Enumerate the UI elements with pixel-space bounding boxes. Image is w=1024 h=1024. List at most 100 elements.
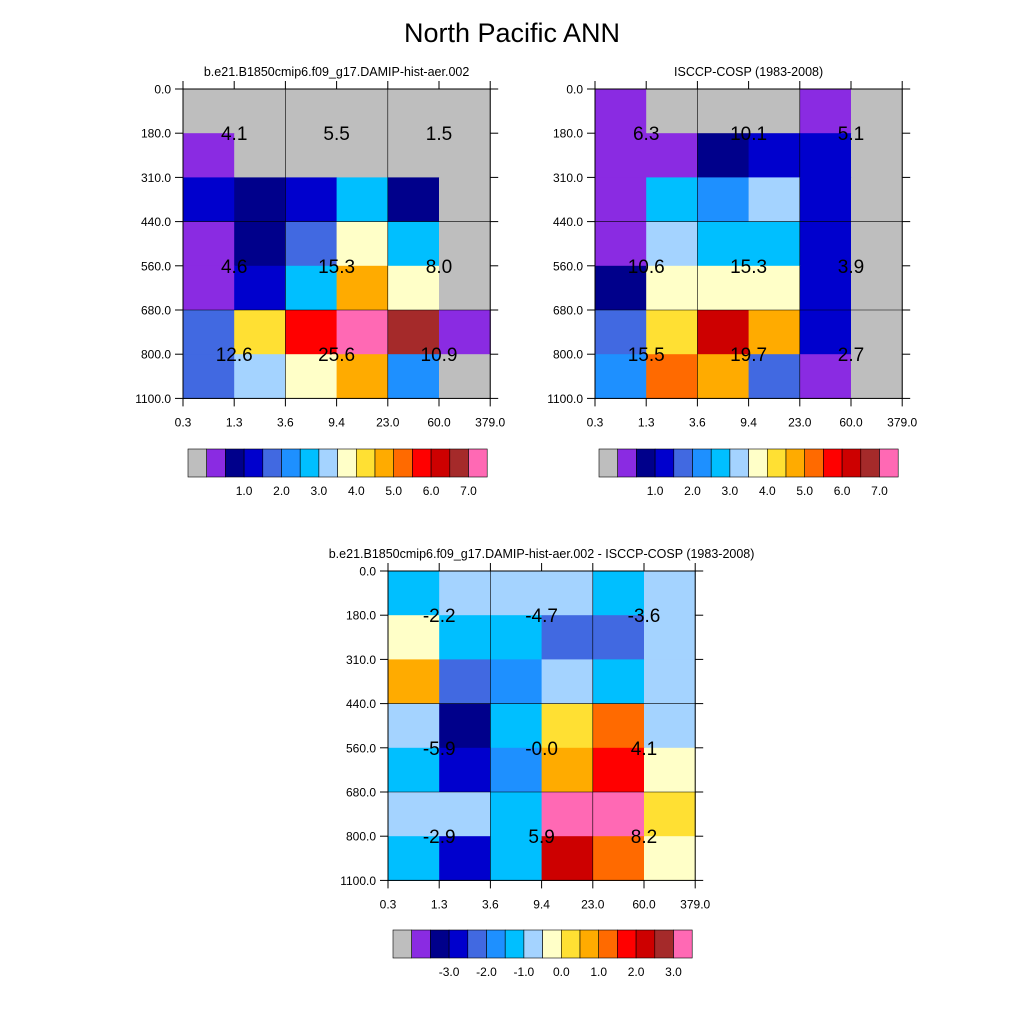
colorbar-box — [766, 448, 787, 478]
panel-subtitle: ISCCP-COSP (1983-2008) — [674, 65, 823, 79]
x-tick-label: 379.0 — [887, 415, 917, 429]
data-label: 3.9 — [838, 257, 864, 278]
data-label: 10.1 — [730, 124, 767, 145]
heatmap-cell — [644, 659, 696, 705]
y-tick-label: 800.0 — [141, 348, 171, 362]
y-tick-label: 310.0 — [553, 171, 583, 185]
colorbar-label: 1.0 — [236, 484, 253, 498]
heatmap-cell — [541, 792, 594, 837]
heatmap-cell — [644, 571, 696, 616]
heatmap-cell — [799, 177, 852, 223]
data-label: -2.9 — [423, 827, 456, 848]
y-tick-label: 1100.0 — [135, 392, 171, 406]
heatmap-cell — [541, 703, 594, 749]
heatmap-cell — [234, 354, 286, 399]
heatmap-cell — [592, 747, 645, 793]
colorbar-box — [337, 448, 357, 478]
colorbar-box — [523, 929, 543, 959]
heatmap-cell — [541, 747, 594, 793]
x-tick-label: 1.3 — [431, 897, 448, 911]
data-label: 8.0 — [426, 257, 452, 278]
heatmap-cell — [748, 354, 801, 399]
x-tick-label: 23.0 — [581, 897, 605, 911]
colorbar-box — [692, 448, 712, 478]
heatmap-cell — [439, 265, 491, 311]
data-label: 5.1 — [838, 124, 864, 145]
x-tick-label: 3.6 — [482, 897, 499, 911]
y-tick-label: 560.0 — [553, 259, 583, 273]
x-tick-label: 379.0 — [475, 415, 505, 429]
heatmap-cell — [387, 133, 440, 178]
x-tick-label: 379.0 — [680, 897, 710, 911]
heatmap-cell — [285, 221, 338, 267]
data-label: 5.9 — [528, 827, 554, 848]
heatmap-cell — [285, 265, 338, 311]
heatmap-cell — [697, 354, 750, 399]
heatmap-cell — [851, 177, 903, 223]
data-label: -3.6 — [628, 606, 661, 627]
heatmap-cell — [748, 177, 801, 223]
y-tick-label: 310.0 — [141, 171, 171, 185]
colorbar-box — [823, 448, 843, 478]
heatmap-cell — [439, 703, 491, 749]
y-tick-label: 0.0 — [359, 565, 376, 579]
colorbar-box — [617, 929, 637, 959]
heatmap-cell — [697, 177, 750, 223]
panel-difference: b.e21.B1850cmip6.f09_g17.DAMIP-hist-aer.… — [329, 547, 755, 979]
heatmap-cell — [336, 354, 389, 399]
colorbar-box — [318, 448, 338, 478]
heatmap-cell — [387, 354, 440, 399]
x-tick-label: 0.3 — [175, 415, 192, 429]
y-tick-label: 440.0 — [553, 215, 583, 229]
x-tick-label: 9.4 — [328, 415, 345, 429]
heatmap-cell — [748, 89, 801, 134]
colorbar-box — [281, 448, 301, 478]
panel-subtitle: b.e21.B1850cmip6.f09_g17.DAMIP-hist-aer.… — [204, 65, 469, 79]
x-tick-label: 9.4 — [533, 897, 550, 911]
y-tick-label: 680.0 — [346, 786, 376, 800]
heatmap-cell — [646, 89, 698, 134]
colorbar-label: 2.0 — [273, 484, 290, 498]
y-tick-label: 800.0 — [346, 830, 376, 844]
colorbar-label: -3.0 — [439, 965, 460, 979]
x-tick-label: 3.6 — [689, 415, 706, 429]
data-label: 15.5 — [628, 345, 665, 366]
heatmap-cell — [541, 571, 594, 616]
heatmap-cell — [592, 615, 645, 660]
heatmap-cell — [336, 133, 389, 178]
heatmap-cell — [285, 177, 338, 223]
colorbar-label: 5.0 — [385, 484, 402, 498]
heatmap-cell — [646, 310, 698, 355]
x-tick-label: 0.3 — [380, 897, 397, 911]
y-tick-label: 180.0 — [553, 127, 583, 141]
y-tick-label: 440.0 — [141, 215, 171, 229]
x-tick-label: 60.0 — [839, 415, 863, 429]
colorbar-box — [598, 448, 619, 478]
colorbar-box — [262, 448, 282, 478]
colorbar-box — [673, 929, 693, 959]
colorbar-box — [654, 448, 675, 478]
heatmap-cell — [387, 265, 440, 311]
x-tick-label: 1.3 — [226, 415, 243, 429]
heatmap-cell — [439, 133, 491, 178]
x-tick-label: 3.6 — [277, 415, 294, 429]
heatmap-cell — [183, 310, 235, 355]
heatmap-cell — [799, 89, 852, 134]
colorbar-label: 3.0 — [722, 484, 739, 498]
colorbar-label: 7.0 — [460, 484, 477, 498]
heatmap-cell — [183, 221, 235, 267]
heatmap-cell — [541, 836, 594, 881]
heatmap-cell — [490, 615, 543, 660]
data-label: 8.2 — [631, 827, 657, 848]
y-tick-label: 310.0 — [346, 653, 376, 667]
colorbar-box — [636, 448, 656, 478]
colorbar-label: 3.0 — [311, 484, 328, 498]
colorbar-box — [673, 448, 693, 478]
colorbar-box — [748, 448, 768, 478]
data-label: 4.1 — [221, 124, 247, 145]
data-label: 10.9 — [421, 345, 458, 366]
colorbar-label: 4.0 — [759, 484, 776, 498]
colorbar-box — [225, 448, 245, 478]
data-label: -4.7 — [525, 606, 558, 627]
colorbar-box — [729, 448, 749, 478]
